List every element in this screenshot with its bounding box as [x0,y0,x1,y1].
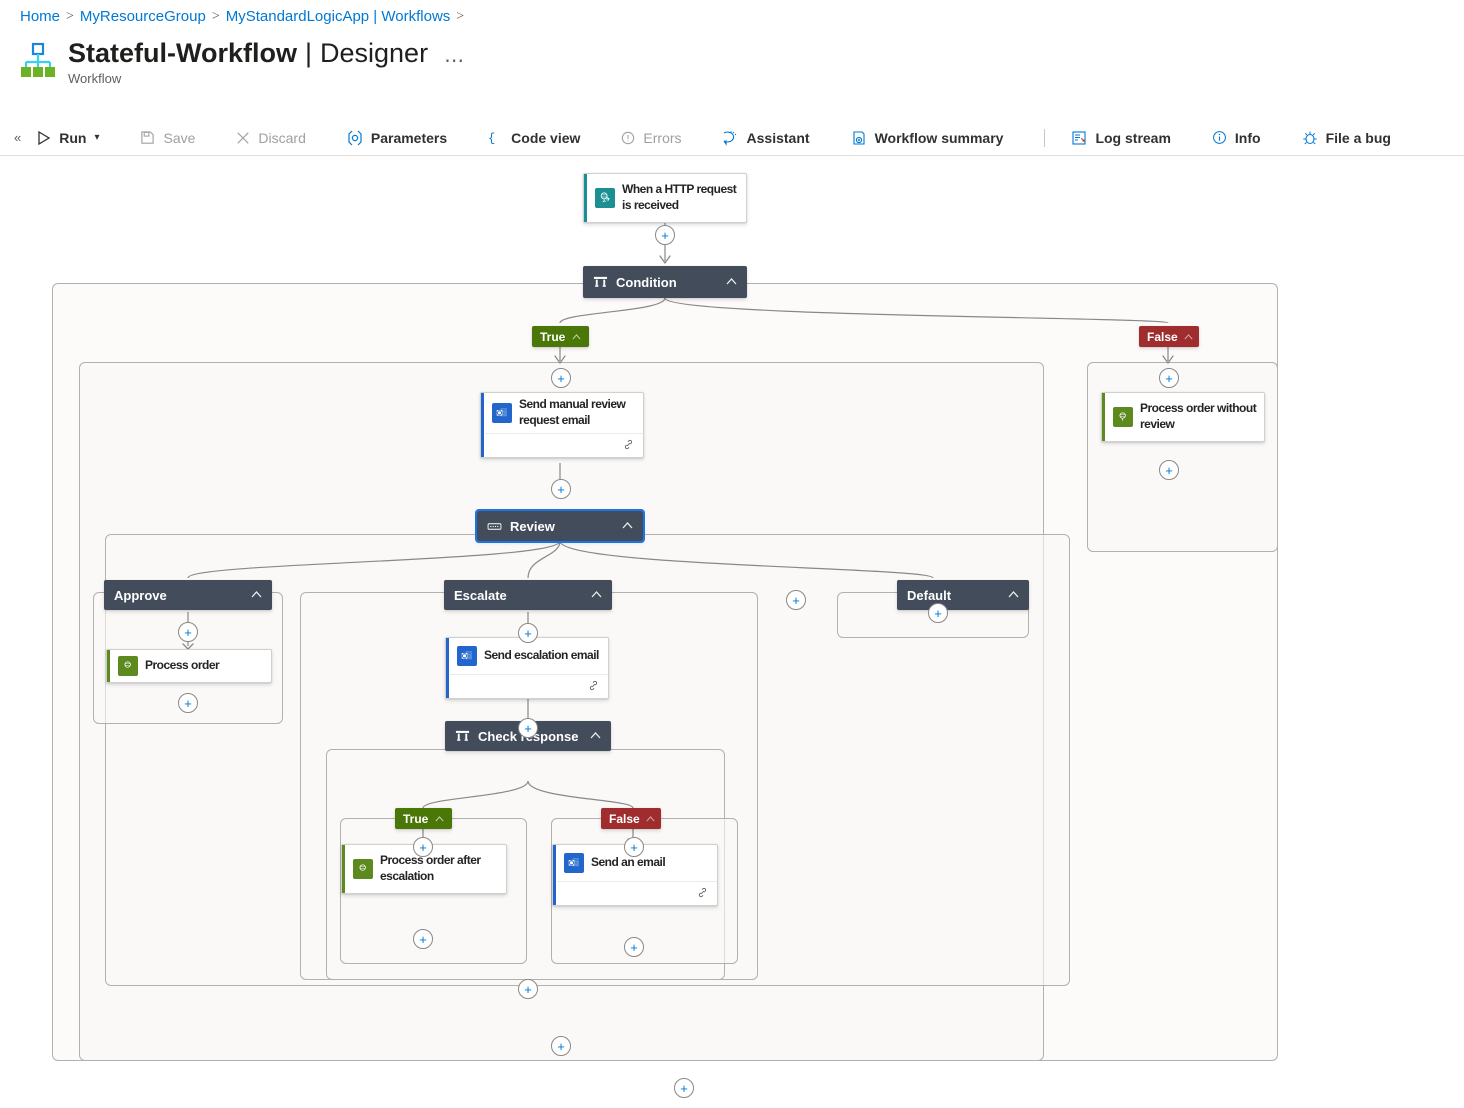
svg-text:{ }: { } [488,131,503,145]
